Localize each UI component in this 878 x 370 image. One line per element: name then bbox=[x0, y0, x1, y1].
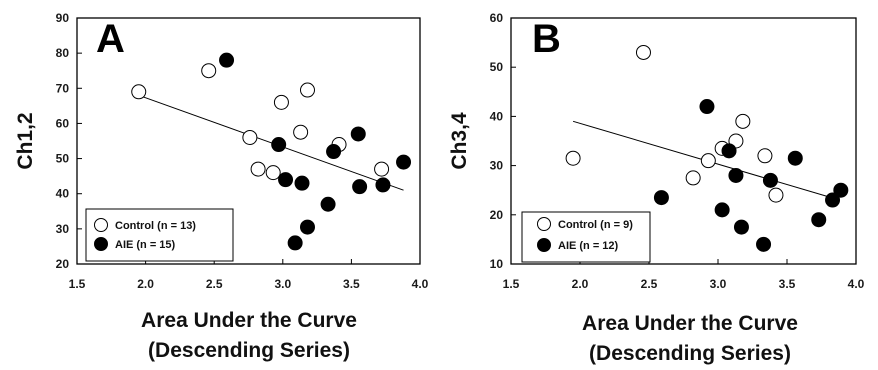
panel-b-control-point bbox=[757, 148, 773, 164]
panel-a-axes-frame bbox=[76, 17, 421, 265]
panel-b-x-tick-label: 2.5 bbox=[641, 277, 658, 291]
panel-a-control-point bbox=[299, 82, 315, 98]
panel-a-control-point bbox=[250, 161, 266, 177]
panel-b-legend: Control (n = 9) AIE (n = 12) bbox=[521, 211, 651, 263]
panel-a-x-tick-label: 1.5 bbox=[69, 277, 86, 291]
panel-b-aie-point bbox=[714, 202, 730, 218]
panel-a-x-axis-label-line2: (Descending Series) bbox=[148, 339, 350, 362]
panel-b-y-axis-label: Ch3,4 bbox=[448, 112, 471, 170]
panel-a-legend-box bbox=[85, 208, 234, 262]
panel-b-control-point bbox=[735, 113, 751, 129]
panel-a-control-point bbox=[131, 84, 147, 100]
panel-a-y-tick-label: 70 bbox=[56, 81, 70, 95]
panel-b-y-tick-label: 20 bbox=[490, 208, 504, 222]
panel-a-control-point bbox=[293, 124, 309, 140]
panel-a-legend-control-label: Control (n = 13) bbox=[115, 220, 196, 232]
panel-b-x-tick-label: 1.5 bbox=[503, 277, 520, 291]
panel-b-y-tick-label: 40 bbox=[490, 109, 504, 123]
panel-a-y-tick-label: 60 bbox=[56, 116, 70, 130]
panel-b-aie-point bbox=[728, 167, 744, 183]
panel-b-aie-point bbox=[653, 190, 669, 206]
panel-b-aie-point bbox=[762, 172, 778, 188]
panel-a-aie-point bbox=[278, 172, 294, 188]
panel-b-aie-point bbox=[811, 212, 827, 228]
panel-a-x-axis-label-line1: Area Under the Curve bbox=[141, 309, 357, 332]
panel-b-control-point bbox=[685, 170, 701, 186]
panel-a-legend-control-marker bbox=[94, 218, 108, 232]
panel-a-aie-point bbox=[271, 137, 287, 153]
panel-a-y-tick-label: 40 bbox=[56, 187, 70, 201]
panel-b-x-axis-label-line2: (Descending Series) bbox=[589, 342, 791, 365]
panel-a-aie-point bbox=[294, 175, 310, 191]
panel-b-y-tick-label: 50 bbox=[490, 60, 504, 74]
panel-a-aie-point bbox=[375, 177, 391, 193]
panel-a-aie-point bbox=[352, 179, 368, 195]
panel-b-control-point bbox=[565, 150, 581, 166]
panel-a-control-point bbox=[242, 129, 258, 145]
panel-b-x-axis-label-line1: Area Under the Curve bbox=[582, 312, 798, 335]
panel-b-legend-control-label: Control (n = 9) bbox=[558, 219, 633, 231]
panel-b-aie-point bbox=[825, 192, 841, 208]
panel-a-aie-point bbox=[219, 52, 235, 68]
panel-a-x-tick-label: 2.5 bbox=[206, 277, 223, 291]
panel-b-aie-point bbox=[733, 219, 749, 235]
panel-a-fit-line bbox=[138, 94, 404, 191]
panel-a-aie-point bbox=[299, 219, 315, 235]
panel-a-control-point bbox=[201, 63, 217, 79]
panel-b-aie-point bbox=[787, 150, 803, 166]
panel-b: 1.5 2.0 2.5 3.0 3.5 4.0 10 20 30 40 50 60 B Ch3,4 A… bbox=[448, 11, 865, 365]
panel-a-aie-point bbox=[350, 126, 366, 142]
panel-b-aie-point bbox=[699, 99, 715, 115]
panel-a-x-tick-label: 3.0 bbox=[274, 277, 291, 291]
panel-b-axes-frame bbox=[510, 17, 857, 265]
panel-b-aie-point bbox=[721, 143, 737, 159]
panel-a: 1.5 2.0 2.5 3.0 3.5 4.0 20 30 40 50 60 70 80 90 A Ch1… bbox=[14, 11, 429, 362]
panel-b-label: B bbox=[532, 17, 561, 61]
panel-a-y-tick-label: 20 bbox=[56, 257, 70, 271]
panel-b-x-tick-label: 2.0 bbox=[572, 277, 589, 291]
panel-a-legend-aie-label: AIE (n = 15) bbox=[115, 239, 176, 251]
panel-b-aie-point bbox=[833, 182, 849, 198]
panel-a-y-axis-label: Ch1,2 bbox=[14, 112, 37, 169]
panel-b-x-tick-label: 4.0 bbox=[848, 277, 865, 291]
panel-b-control-point bbox=[768, 187, 784, 203]
panel-a-y-tick-label: 30 bbox=[56, 222, 70, 236]
panel-b-ticks: 1.5 2.0 2.5 3.0 3.5 4.0 10 20 30 40 50 60 bbox=[490, 11, 865, 291]
panel-b-y-tick-label: 10 bbox=[490, 257, 504, 271]
panel-a-label: A bbox=[96, 17, 125, 61]
panel-a-aie-point bbox=[396, 154, 412, 170]
panel-a-y-tick-label: 90 bbox=[56, 11, 70, 25]
panel-a-points bbox=[131, 52, 412, 251]
panel-a-aie-point bbox=[287, 235, 303, 251]
panel-a-ticks: 1.5 2.0 2.5 3.0 3.5 4.0 20 30 40 50 60 70 80 90 bbox=[56, 11, 429, 291]
panel-b-y-tick-label: 60 bbox=[490, 11, 504, 25]
panel-a-control-point bbox=[374, 161, 390, 177]
panel-a-control-point bbox=[265, 165, 281, 181]
panel-a-x-tick-label: 2.0 bbox=[137, 277, 154, 291]
panel-b-legend-aie-marker bbox=[537, 238, 551, 252]
panel-b-points bbox=[565, 44, 849, 252]
panel-a-y-tick-label: 80 bbox=[56, 46, 70, 60]
panel-a-aie-point bbox=[320, 196, 336, 212]
panel-a-legend-aie-marker bbox=[94, 237, 108, 251]
panel-a-control-point bbox=[273, 94, 289, 110]
panel-b-y-tick-label: 30 bbox=[490, 159, 504, 173]
panel-b-legend-control-marker bbox=[537, 217, 551, 231]
panel-b-control-point bbox=[700, 153, 716, 169]
panel-b-x-tick-label: 3.5 bbox=[779, 277, 796, 291]
panel-a-x-tick-label: 4.0 bbox=[412, 277, 429, 291]
panel-b-legend-aie-label: AIE (n = 12) bbox=[558, 240, 619, 252]
panel-a-y-tick-label: 50 bbox=[56, 152, 70, 166]
panel-b-control-point bbox=[635, 44, 651, 60]
panel-b-x-tick-label: 3.0 bbox=[710, 277, 727, 291]
panel-b-aie-point bbox=[756, 236, 772, 252]
panel-a-x-tick-label: 3.5 bbox=[343, 277, 360, 291]
panel-a-aie-point bbox=[326, 144, 342, 160]
panel-a-legend: Control (n = 13) AIE (n = 15) bbox=[85, 208, 234, 262]
